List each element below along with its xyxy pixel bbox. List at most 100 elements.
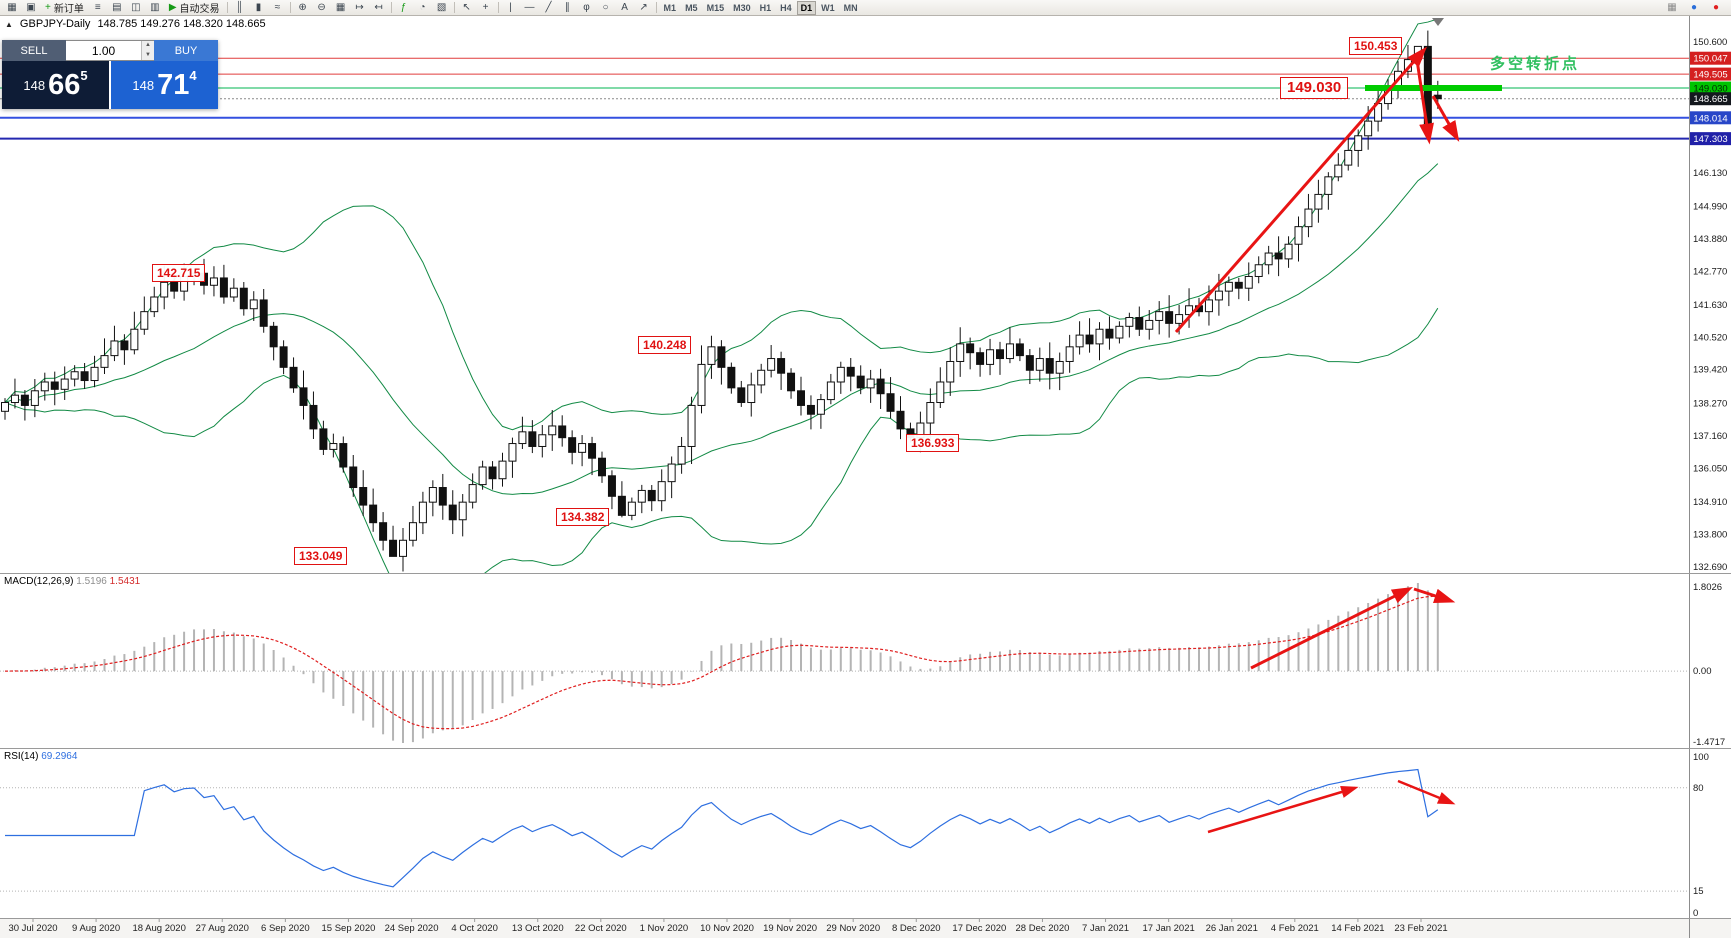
auto-scroll-icon[interactable]: ↦ <box>355 2 364 13</box>
buy-button[interactable]: BUY <box>154 40 218 61</box>
timeframe-H4[interactable]: H4 <box>780 2 792 13</box>
svg-text:136.050: 136.050 <box>1693 463 1727 474</box>
community-icon[interactable]: ● <box>1690 2 1698 13</box>
rsi-indicator-label: RSI(14) 69.2964 <box>4 751 78 762</box>
svg-text:6 Sep 2020: 6 Sep 2020 <box>261 923 310 934</box>
main-toolbar: ▦ ▣ + 新订单 ≡ ▤ ◫ ▥ ▶ 自动交易 ║ ▮ ≈ ⊕ ⊖ ▦ ↦ ↤ ƒ ◔ ▧ ↖ + | — ╱ ∥ φ ○ A ↗ M1 M5… <box>0 0 1731 16</box>
text-icon[interactable]: A <box>621 2 628 13</box>
shapes-icon[interactable]: ○ <box>602 2 609 13</box>
sell-price-prefix: 148 <box>23 77 46 93</box>
svg-text:14 Feb 2021: 14 Feb 2021 <box>1331 923 1384 934</box>
notifications-icon[interactable]: ● <box>1712 2 1720 13</box>
fibonacci-icon[interactable]: φ <box>583 2 590 13</box>
sell-button[interactable]: SELL <box>2 40 66 61</box>
new-chart-icon[interactable]: ▦ <box>7 2 17 13</box>
autotrading-button[interactable]: ▶ 自动交易 <box>168 2 220 15</box>
svg-text:15: 15 <box>1693 886 1704 897</box>
candlestick-chart-icon[interactable]: ▮ <box>255 2 262 13</box>
profiles-icon[interactable]: ▣ <box>26 2 36 13</box>
bar-chart-icon[interactable]: ║ <box>236 2 244 13</box>
svg-text:17 Jan 2021: 17 Jan 2021 <box>1142 923 1194 934</box>
new-order-button[interactable]: + 新订单 <box>45 2 84 15</box>
tile-windows-icon[interactable]: ▦ <box>335 2 346 13</box>
chart-shift-marker <box>1432 18 1444 26</box>
price-annotation[interactable]: 136.933 <box>906 433 960 452</box>
timeframe-H1[interactable]: H1 <box>759 2 772 13</box>
periods-icon[interactable]: ◔ <box>419 2 426 13</box>
svg-text:10 Nov 2020: 10 Nov 2020 <box>700 923 754 934</box>
timeframe-M15[interactable]: M15 <box>706 2 725 13</box>
trendline-icon[interactable]: ╱ <box>545 2 552 13</box>
arrows-icon[interactable]: ↗ <box>639 2 648 13</box>
svg-text:148.665: 148.665 <box>1693 94 1727 105</box>
svg-text:138.270: 138.270 <box>1693 398 1727 409</box>
timeframe-MN[interactable]: MN <box>843 2 858 13</box>
chart-title: ▲ GBPJPY-Daily 148.785 149.276 148.320 1… <box>5 18 266 30</box>
chart-shift-icon[interactable]: ↤ <box>374 2 383 13</box>
market-watch-icon[interactable]: ≡ <box>94 2 101 13</box>
timeframe-M1[interactable]: M1 <box>663 2 677 13</box>
sell-price-big: 66 <box>48 68 81 101</box>
svg-text:28 Dec 2020: 28 Dec 2020 <box>1016 923 1070 934</box>
line-chart-icon[interactable]: ≈ <box>274 2 281 13</box>
price-annotation[interactable]: 140.248 <box>638 336 692 355</box>
vertical-line-icon[interactable]: | <box>509 2 512 13</box>
price-annotation[interactable]: 142.715 <box>152 264 206 283</box>
equidistant-channel-icon[interactable]: ∥ <box>565 2 571 13</box>
svg-text:26 Jan 2021: 26 Jan 2021 <box>1206 923 1258 934</box>
svg-text:146.130: 146.130 <box>1693 168 1727 179</box>
data-window-icon[interactable]: ▤ <box>112 2 122 13</box>
svg-text:-1.4717: -1.4717 <box>1693 737 1725 748</box>
turning-point-note[interactable]: 多空转折点 <box>1490 55 1581 73</box>
navigator-icon[interactable]: ◫ <box>131 2 141 13</box>
timeframe-M5[interactable]: M5 <box>685 2 698 13</box>
svg-text:4 Oct 2020: 4 Oct 2020 <box>451 923 497 934</box>
toolbar-separator <box>453 2 455 13</box>
svg-text:132.690: 132.690 <box>1693 562 1727 573</box>
svg-text:140.520: 140.520 <box>1693 332 1727 343</box>
svg-text:13 Oct 2020: 13 Oct 2020 <box>512 923 564 934</box>
svg-text:9 Aug 2020: 9 Aug 2020 <box>72 923 120 934</box>
svg-text:29 Nov 2020: 29 Nov 2020 <box>826 923 880 934</box>
indicators-icon[interactable]: ƒ <box>400 2 407 13</box>
price-annotation[interactable]: 134.382 <box>556 508 610 527</box>
virtual-hosting-icon[interactable]: ▦ <box>1667 2 1677 13</box>
toolbar-separator <box>226 2 228 13</box>
templates-icon[interactable]: ▧ <box>436 2 447 13</box>
price-annotation[interactable]: 149.030 <box>1280 77 1349 100</box>
volume-input[interactable] <box>66 41 141 60</box>
zoom-in-icon[interactable]: ⊕ <box>298 2 307 13</box>
rsi-line <box>5 768 1439 888</box>
timeframe-M30[interactable]: M30 <box>733 2 751 13</box>
symbol-name: GBPJPY-Daily <box>19 18 91 30</box>
cursor-icon[interactable]: ↖ <box>462 2 471 13</box>
svg-text:27 Aug 2020: 27 Aug 2020 <box>196 923 249 934</box>
macd-uptrend-arrow <box>1250 586 1414 670</box>
price-scale: 150.600 146.130 144.990 143.880 142.770 141.6… <box>1690 37 1731 919</box>
crosshair-icon[interactable]: + <box>482 2 489 13</box>
price-annotation[interactable]: 150.453 <box>1349 37 1403 56</box>
svg-text:0.00: 0.00 <box>1693 666 1712 677</box>
svg-text:142.770: 142.770 <box>1693 266 1727 277</box>
toolbar-separator <box>289 2 291 13</box>
sell-price-button[interactable]: 148 66 5 <box>2 61 111 109</box>
svg-text:133.800: 133.800 <box>1693 529 1727 540</box>
buy-price-big: 71 <box>157 68 190 101</box>
timeframe-W1[interactable]: W1 <box>821 2 835 13</box>
price-tag <box>1690 51 1731 65</box>
macd-signal-line <box>4 595 1438 730</box>
horizontal-line-icon[interactable]: — <box>524 2 535 13</box>
volume-down-button[interactable]: ▼ <box>142 50 154 60</box>
svg-text:30 Jul 2020: 30 Jul 2020 <box>8 923 57 934</box>
timeframe-D1[interactable]: D1 <box>796 0 817 15</box>
volume-up-button[interactable]: ▲ <box>142 41 154 51</box>
zoom-out-icon[interactable]: ⊖ <box>317 2 326 13</box>
svg-text:139.420: 139.420 <box>1693 365 1727 376</box>
candles <box>1 30 1442 572</box>
price-annotation[interactable]: 133.049 <box>294 547 348 566</box>
buy-price-button[interactable]: 148 71 4 <box>111 61 218 109</box>
svg-text:141.630: 141.630 <box>1693 300 1727 311</box>
terminal-icon[interactable]: ▥ <box>150 2 160 13</box>
rsi-pane <box>0 768 1689 892</box>
